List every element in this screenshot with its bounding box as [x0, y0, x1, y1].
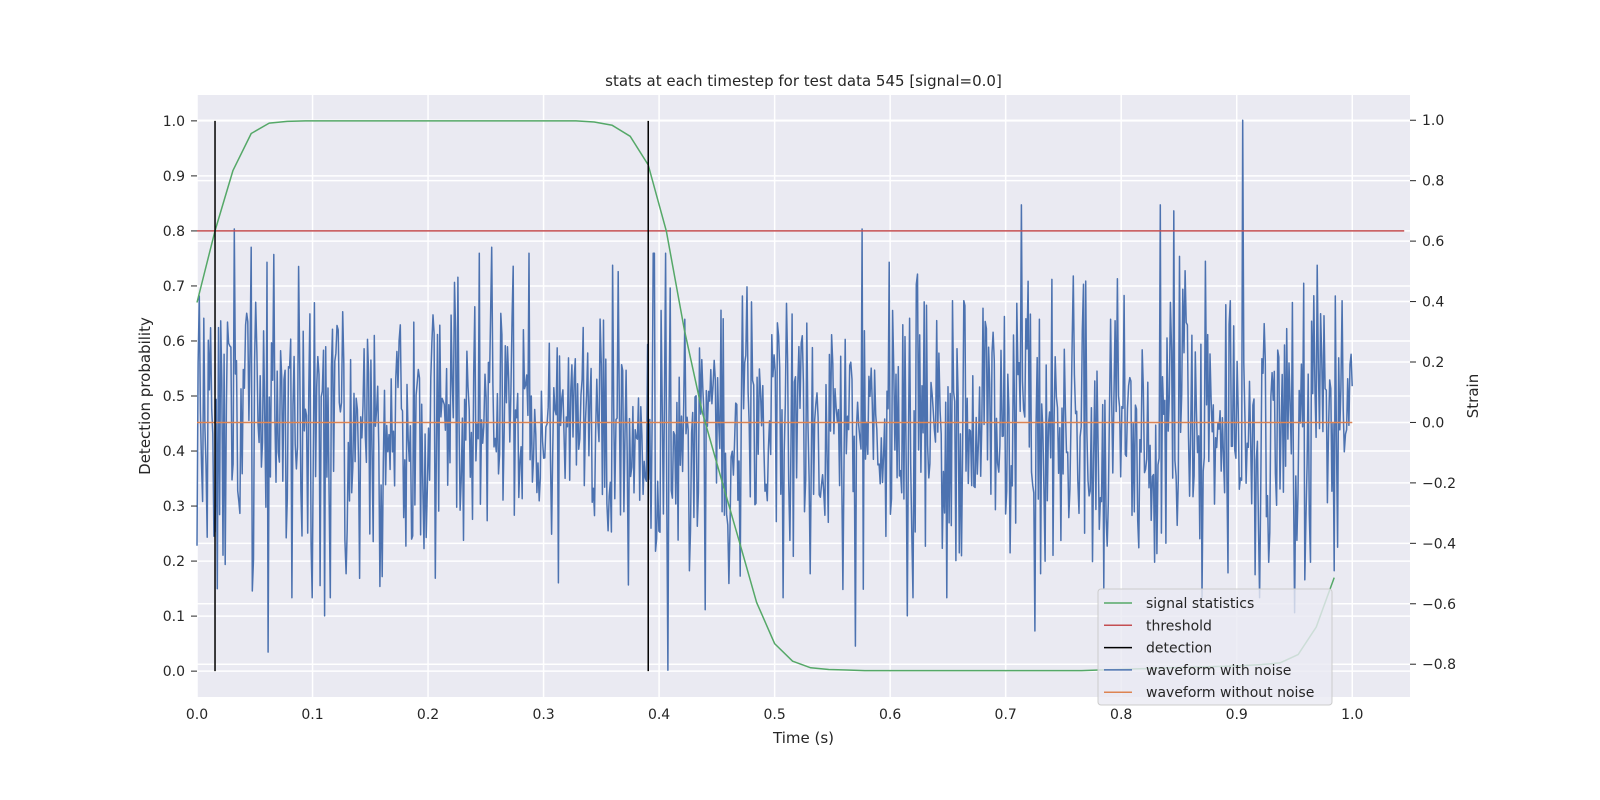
y-tick-label: 0.9 [163, 169, 185, 185]
x-tick-label: 0.1 [301, 707, 323, 723]
legend-label-waveform-with-noise: waveform with noise [1146, 663, 1291, 679]
y2-tick-label: 0.8 [1422, 174, 1444, 190]
y-tick-label: 0.3 [163, 499, 185, 515]
y-tick-label: 0.6 [163, 334, 185, 350]
x-tick-label: 0.5 [763, 707, 785, 723]
y2-tick-label: −0.8 [1422, 657, 1456, 673]
chart-title: stats at each timestep for test data 545… [605, 72, 1002, 90]
y-tick-label: 0.5 [163, 389, 185, 405]
y-tick-label: 0.0 [163, 664, 185, 680]
x-tick-label: 1.0 [1341, 707, 1363, 723]
y-tick-label: 1.0 [163, 114, 185, 130]
legend-label-signal-statistics: signal statistics [1146, 596, 1254, 612]
y2-tick-label: 1.0 [1422, 113, 1444, 129]
x-tick-label: 0.7 [995, 707, 1017, 723]
y-tick-label: 0.1 [163, 609, 185, 625]
y2-tick-label: 0.0 [1422, 415, 1444, 431]
x-tick-label: 0.0 [186, 707, 208, 723]
y2-tick-label: −0.2 [1422, 476, 1456, 492]
y2-tick-label: −0.4 [1422, 536, 1456, 552]
legend-box [1097, 588, 1333, 706]
y-axis-ticks: 0.0 0.1 0.2 0.3 0.4 0.5 0.6 0.7 0.8 0.9 1.0 [163, 114, 197, 680]
series-layer [196, 119, 1405, 672]
legend-label-threshold: threshold [1146, 618, 1212, 634]
y2-tick-label: 0.2 [1422, 355, 1444, 371]
y-axis-title: Detection probability [136, 317, 154, 475]
x-axis-title: Time (s) [772, 729, 834, 747]
x-tick-label: 0.4 [648, 707, 670, 723]
y2-tick-label: 0.6 [1422, 234, 1444, 250]
x-tick-label: 0.8 [1110, 707, 1132, 723]
y-tick-label: 0.2 [163, 554, 185, 570]
series-waveform-with-noise [196, 119, 1353, 672]
x-axis-ticks: 0.0 0.1 0.2 0.3 0.4 0.5 0.6 0.7 0.8 0.9 1.0 [186, 707, 1364, 723]
y-tick-label: 0.4 [163, 444, 185, 460]
y2-axis-title: Strain [1464, 374, 1482, 418]
y-tick-label: 0.7 [163, 279, 185, 295]
x-tick-label: 0.6 [879, 707, 901, 723]
legend-label-waveform-without-noise: waveform without noise [1146, 685, 1314, 701]
y2-tick-label: 0.4 [1422, 295, 1444, 311]
legend: signal statistics threshold detection wa… [1097, 588, 1333, 706]
legend-label-detection: detection [1146, 641, 1212, 657]
x-tick-label: 0.9 [1226, 707, 1248, 723]
x-tick-label: 0.2 [417, 707, 439, 723]
y2-tick-label: −0.6 [1422, 597, 1456, 613]
y-tick-label: 0.8 [163, 224, 185, 240]
y2-axis-ticks: −0.8 −0.6 −0.4 −0.2 0.0 0.2 0.4 0.6 0.8 1.0 [1410, 113, 1456, 673]
x-tick-label: 0.3 [532, 707, 554, 723]
